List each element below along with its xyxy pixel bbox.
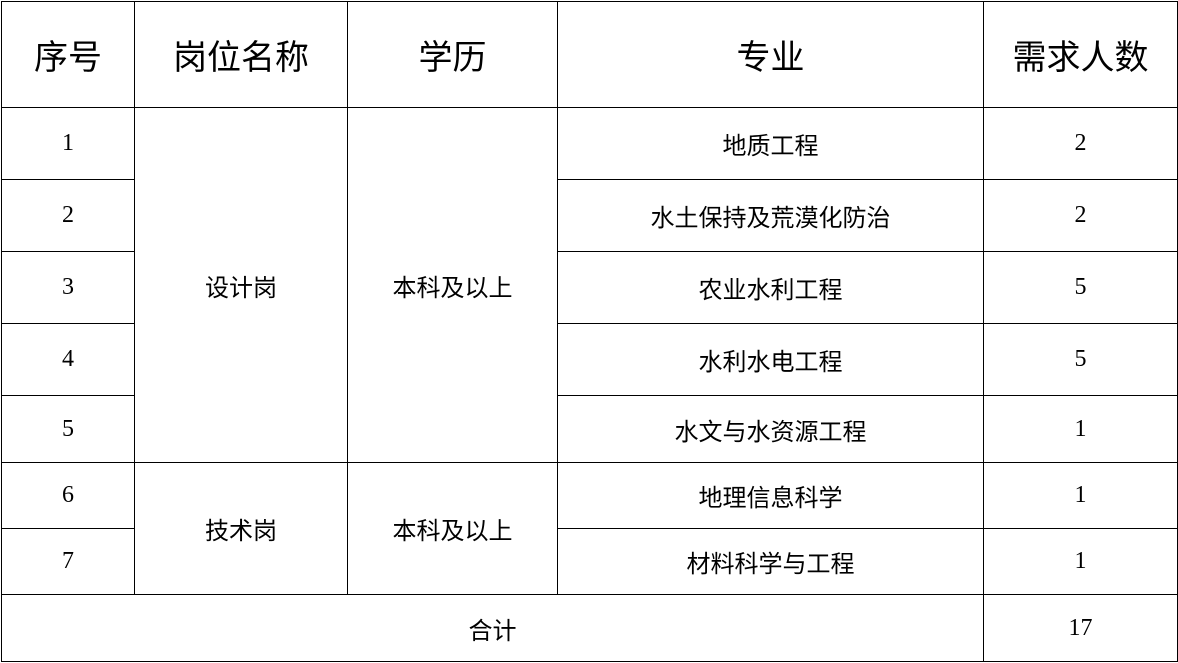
total-count: 17: [983, 594, 1178, 662]
position-cell: 设计岗: [134, 107, 348, 463]
count-cell: 1: [983, 462, 1178, 529]
education-cell: 本科及以上: [347, 462, 558, 595]
education-cell: 本科及以上: [347, 107, 558, 463]
header-count: 需求人数: [983, 1, 1178, 108]
row-no: 6: [1, 462, 135, 529]
header-position: 岗位名称: [134, 1, 348, 108]
header-major: 专业: [557, 1, 984, 108]
table-row: 4 水利水电工程 5: [1, 323, 1178, 396]
table-row: 6 技术岗 本科及以上 地理信息科学 1: [1, 462, 1178, 595]
row-no: 4: [1, 323, 135, 396]
count-cell: 2: [983, 179, 1178, 252]
major-cell: 水利水电工程: [557, 323, 984, 396]
major-cell: 地质工程: [557, 107, 984, 180]
row-no: 2: [1, 179, 135, 252]
major-cell: 材料科学与工程: [557, 528, 984, 595]
row-no: 7: [1, 528, 135, 595]
major-cell: 水土保持及荒漠化防治: [557, 179, 984, 252]
header-row: 序号 岗位名称 学历 专业 需求人数: [1, 1, 1178, 108]
major-cell: 农业水利工程: [557, 251, 984, 324]
table-row: 1 设计岗 本科及以上 地质工程 2: [1, 107, 1178, 463]
major-cell: 水文与水资源工程: [557, 395, 984, 463]
count-cell: 5: [983, 251, 1178, 324]
count-cell: 2: [983, 107, 1178, 180]
row-no: 3: [1, 251, 135, 324]
row-no: 1: [1, 107, 135, 180]
total-label: 合计: [1, 594, 984, 662]
position-cell: 技术岗: [134, 462, 348, 595]
total-row: 合计 17: [1, 594, 1178, 662]
major-cell: 地理信息科学: [557, 462, 984, 529]
header-education: 学历: [347, 1, 558, 108]
count-cell: 5: [983, 323, 1178, 396]
count-cell: 1: [983, 395, 1178, 463]
table-row: 5 水文与水资源工程 1: [1, 395, 1178, 463]
table-row: 3 农业水利工程 5: [1, 251, 1178, 324]
table-row: 2 水土保持及荒漠化防治 2: [1, 179, 1178, 252]
count-cell: 1: [983, 528, 1178, 595]
row-no: 5: [1, 395, 135, 463]
header-no: 序号: [1, 1, 135, 108]
